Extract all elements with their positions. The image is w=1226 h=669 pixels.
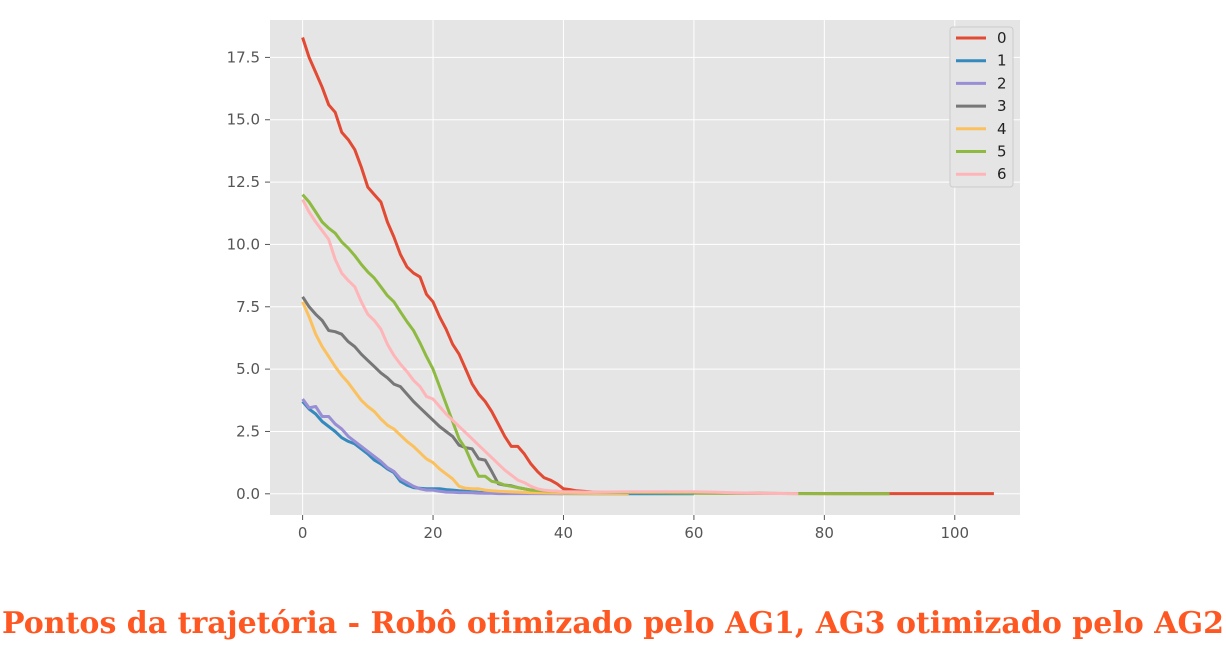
line-chart: 0.02.55.07.510.012.515.017.5 0 20 40 60 80 10… bbox=[227, 20, 1020, 542]
legend-label-1: 1 bbox=[997, 52, 1007, 70]
y-axis: 0.0 2.5 5.0 7.5 10.0 12.5 15.0 17.5 bbox=[227, 48, 270, 503]
y-tick-label: 7.5 bbox=[236, 298, 260, 316]
plot-area bbox=[270, 20, 1020, 515]
x-tick-label: 0 bbox=[298, 524, 308, 542]
x-tick-label: 80 bbox=[815, 524, 834, 542]
x-tick-label: 100 bbox=[940, 524, 969, 542]
series-line-6 bbox=[301, 198, 799, 496]
y-tick-label: 2.5 bbox=[236, 422, 260, 440]
y-tick-label: 5.0 bbox=[236, 360, 260, 378]
figure-caption: Pontos da trajetória - Robô otimizado pe… bbox=[2, 606, 1224, 641]
y-tick-label: 15.0 bbox=[227, 111, 260, 129]
legend-label-6: 6 bbox=[997, 165, 1007, 183]
series-lines bbox=[301, 37, 994, 496]
legend-label-3: 3 bbox=[997, 97, 1007, 115]
x-axis: 0 20 40 60 80 100 bbox=[298, 515, 969, 542]
x-tick-label: 60 bbox=[684, 524, 703, 542]
y-tick-label: 0.0 bbox=[236, 485, 260, 503]
x-tick-label: 40 bbox=[554, 524, 573, 542]
x-tick-label: 20 bbox=[423, 524, 442, 542]
legend-label-4: 4 bbox=[997, 120, 1007, 138]
y-tick-label: 12.5 bbox=[227, 173, 260, 191]
legend-label-2: 2 bbox=[997, 74, 1007, 92]
series-line-4 bbox=[301, 301, 629, 496]
y-tick-label: 10.0 bbox=[227, 235, 260, 253]
grid bbox=[270, 20, 1020, 515]
series-line-2 bbox=[301, 398, 564, 496]
legend-label-0: 0 bbox=[997, 29, 1007, 47]
y-tick-label: 17.5 bbox=[227, 48, 260, 66]
legend: 0 1 2 3 4 5 6 bbox=[949, 26, 1014, 188]
legend-label-5: 5 bbox=[997, 143, 1007, 161]
